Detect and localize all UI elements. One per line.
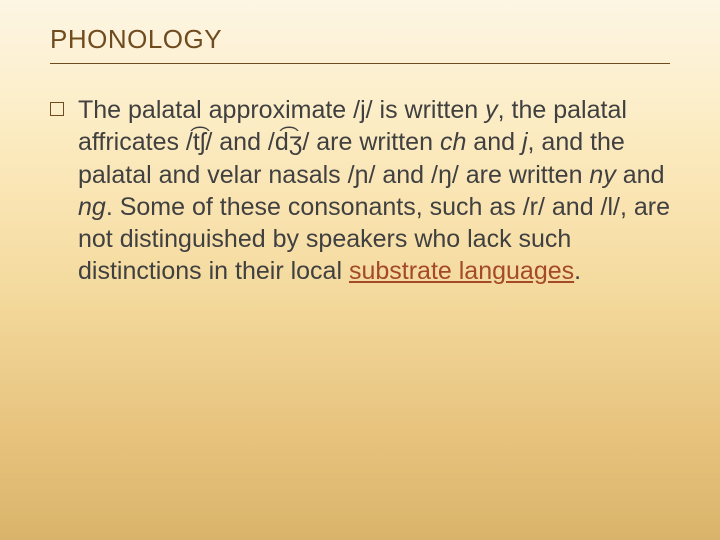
- slide: PHONOLOGY The palatal approximate /j/ is…: [0, 0, 720, 540]
- text-fragment: The palatal approximate /j/ is written: [78, 96, 485, 124]
- text-fragment: .: [574, 257, 581, 285]
- body-text: The palatal approximate /j/ is written y…: [78, 94, 670, 288]
- slide-title: PHONOLOGY: [50, 24, 670, 61]
- italic-ny: ny: [589, 161, 615, 189]
- content-block: The palatal approximate /j/ is written y…: [50, 94, 670, 288]
- italic-ch: ch: [440, 128, 466, 156]
- square-bullet-icon: [50, 102, 64, 116]
- italic-y: y: [485, 96, 498, 124]
- italic-ng: ng: [78, 193, 106, 221]
- text-fragment: and: [616, 161, 665, 189]
- text-fragment: and: [466, 128, 522, 156]
- substrate-languages-link[interactable]: substrate languages: [349, 257, 574, 285]
- title-underline: [50, 63, 670, 64]
